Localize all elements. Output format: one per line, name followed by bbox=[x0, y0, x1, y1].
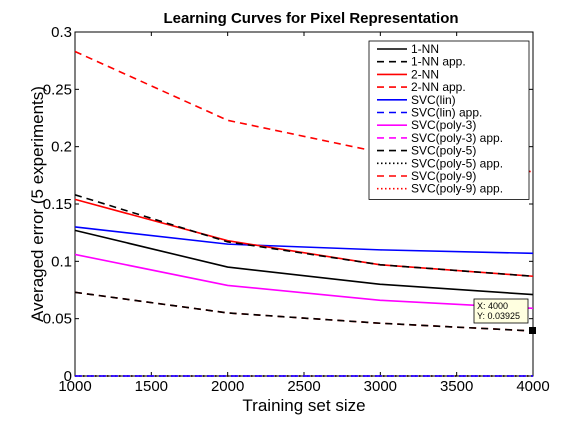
legend-box bbox=[368, 40, 530, 200]
datatip-box bbox=[473, 298, 529, 324]
series-line-1-nn bbox=[74, 229, 534, 296]
y-axis-label: Averaged error (5 experiments) bbox=[28, 86, 47, 322]
x-tick-label: 2500 bbox=[287, 378, 320, 395]
legend-label: SVC(poly-9) app. bbox=[411, 182, 503, 196]
y-tick-label: 0.15 bbox=[43, 196, 72, 213]
datatip-y: Y: 0.03925 bbox=[477, 311, 520, 321]
datatip-x: X: 4000 bbox=[477, 301, 508, 311]
legend-label: SVC(poly-3) bbox=[411, 118, 476, 132]
y-tick-label: 0 bbox=[64, 368, 72, 385]
y-tick-label: 0.05 bbox=[43, 311, 72, 328]
legend-label: SVC(poly-3) app. bbox=[411, 131, 503, 145]
x-tick-label: 1000 bbox=[58, 378, 91, 395]
series-line-svc-poly-5 bbox=[74, 291, 534, 332]
series-line-svc-poly-3 bbox=[74, 253, 534, 310]
legend-label: 2-NN app. bbox=[411, 80, 466, 94]
x-tick-label: 4000 bbox=[516, 378, 549, 395]
legend: 1-NN1-NN app.2-NN2-NN app.SVC(lin)SVC(li… bbox=[368, 40, 530, 200]
legend-label: 1-NN app. bbox=[411, 55, 466, 69]
x-tick-label: 3000 bbox=[364, 378, 397, 395]
y-tick-label: 0.3 bbox=[51, 24, 72, 41]
series-line-1-nn-app bbox=[74, 194, 534, 278]
x-tick-label: 2000 bbox=[211, 378, 244, 395]
x-tick-label: 3500 bbox=[440, 378, 473, 395]
x-tick-label: 1500 bbox=[135, 378, 168, 395]
legend-label: SVC(poly-9) bbox=[411, 169, 476, 183]
legend-label: 2-NN bbox=[411, 67, 439, 81]
chart-title: Learning Curves for Pixel Representation bbox=[163, 10, 458, 27]
y-tick-label: 0.1 bbox=[51, 253, 72, 270]
legend-label: SVC(poly-5) bbox=[411, 144, 476, 158]
legend-label: SVC(poly-5) app. bbox=[411, 156, 503, 170]
y-tick-label: 0.2 bbox=[51, 139, 72, 156]
datatip-marker[interactable] bbox=[529, 326, 536, 334]
legend-label: SVC(lin) bbox=[411, 93, 456, 107]
series-line-svc-lin bbox=[74, 226, 534, 255]
y-tick-label: 0.25 bbox=[43, 81, 72, 98]
legend-label: SVC(lin) app. bbox=[411, 106, 482, 120]
x-axis-label: Training set size bbox=[242, 396, 365, 415]
legend-label: 1-NN bbox=[411, 42, 439, 56]
